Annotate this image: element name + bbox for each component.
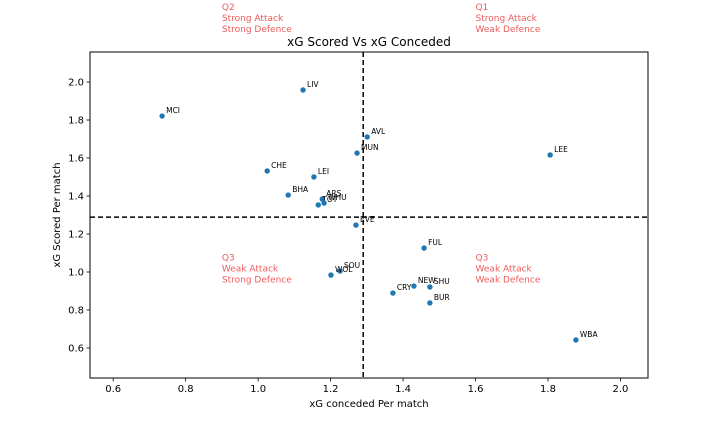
y-axis-ticks: 0.6 0.8 1.0 1.2 1.4 1.6 1.8 2.0 bbox=[68, 78, 90, 354]
point-label-bur: BUR bbox=[434, 293, 450, 302]
quadrant-label-q3-left: Q3 Weak Attack Strong Defence bbox=[222, 254, 292, 286]
point-label-whu: WHU bbox=[328, 193, 347, 202]
point-shu bbox=[427, 284, 433, 290]
point-label-shu: SHU bbox=[434, 277, 450, 286]
point-mci bbox=[159, 113, 165, 119]
y-axis-label: xG Scored Per match bbox=[52, 162, 63, 267]
point-lee bbox=[547, 152, 553, 158]
y-tick-label: 1.0 bbox=[68, 267, 84, 278]
x-tick-label: 1.2 bbox=[323, 384, 339, 395]
plot-area-frame bbox=[89, 51, 649, 379]
point-bha bbox=[285, 192, 291, 198]
point-wba bbox=[573, 337, 579, 343]
point-avl bbox=[364, 134, 370, 140]
point-label-mun: MUN bbox=[361, 143, 379, 152]
point-wol bbox=[328, 272, 334, 278]
point-new bbox=[411, 283, 417, 289]
x-tick-label: 1.8 bbox=[540, 384, 556, 395]
quadrant-annotations: Q2 Strong Attack Strong Defence Q1 Strong At… bbox=[222, 3, 541, 286]
point-label-wol: WOL bbox=[335, 265, 353, 274]
x-tick-label: 1.0 bbox=[250, 384, 266, 395]
y-tick-label: 0.8 bbox=[68, 305, 84, 316]
point-label-sou: SOU bbox=[344, 261, 360, 270]
point-label-che: CHE bbox=[271, 161, 287, 170]
y-tick-label: 1.4 bbox=[68, 192, 84, 203]
y-tick-label: 0.6 bbox=[68, 343, 84, 354]
point-label-bha: BHA bbox=[292, 185, 309, 194]
point-sou bbox=[337, 268, 343, 274]
x-tick-label: 0.6 bbox=[105, 384, 121, 395]
y-tick-label: 1.8 bbox=[68, 116, 84, 127]
x-axis-label: xG conceded Per match bbox=[309, 399, 428, 410]
point-che bbox=[264, 168, 270, 174]
y-tick-label: 1.2 bbox=[68, 229, 84, 240]
quadrant-label-q2: Q2 Strong Attack Strong Defence bbox=[222, 3, 292, 35]
point-label-liv: LIV bbox=[307, 80, 319, 89]
point-label-wba: WBA bbox=[580, 330, 599, 339]
point-bur bbox=[427, 300, 433, 306]
point-label-tot: TOT bbox=[321, 195, 337, 204]
point-label-ars: ARS bbox=[326, 189, 341, 198]
y-tick-label: 2.0 bbox=[68, 78, 84, 89]
point-label-lei: LEI bbox=[318, 167, 329, 176]
x-tick-label: 0.8 bbox=[178, 384, 194, 395]
point-ful bbox=[421, 245, 427, 251]
quadrant-label-q1: Q1 Strong Attack Weak Defence bbox=[476, 3, 541, 35]
point-cry bbox=[390, 290, 396, 296]
quadrant-label-q3-right: Q3 Weak Attack Weak Defence bbox=[476, 254, 541, 286]
point-label-cry: CRY bbox=[397, 283, 412, 292]
point-label-avl: AVL bbox=[371, 127, 386, 136]
x-tick-label: 1.6 bbox=[468, 384, 484, 395]
point-label-mci: MCI bbox=[166, 106, 180, 115]
point-label-new: NEW bbox=[418, 276, 436, 285]
point-liv bbox=[300, 87, 306, 93]
chart-title: xG Scored Vs xG Conceded bbox=[287, 35, 451, 49]
point-label-lee: LEE bbox=[554, 145, 568, 154]
x-axis-ticks: 0.6 0.8 1.0 1.2 1.4 1.6 1.8 2.0 bbox=[105, 378, 628, 395]
y-tick-label: 1.6 bbox=[68, 154, 84, 165]
point-lei bbox=[311, 174, 317, 180]
point-eve bbox=[353, 222, 359, 228]
point-whu bbox=[321, 200, 327, 206]
x-tick-label: 2.0 bbox=[613, 384, 629, 395]
point-label-ful: FUL bbox=[428, 238, 443, 247]
point-label-eve: EVE bbox=[360, 215, 375, 224]
x-tick-label: 1.4 bbox=[395, 384, 411, 395]
point-mun bbox=[354, 150, 360, 156]
point-tot bbox=[315, 202, 321, 208]
